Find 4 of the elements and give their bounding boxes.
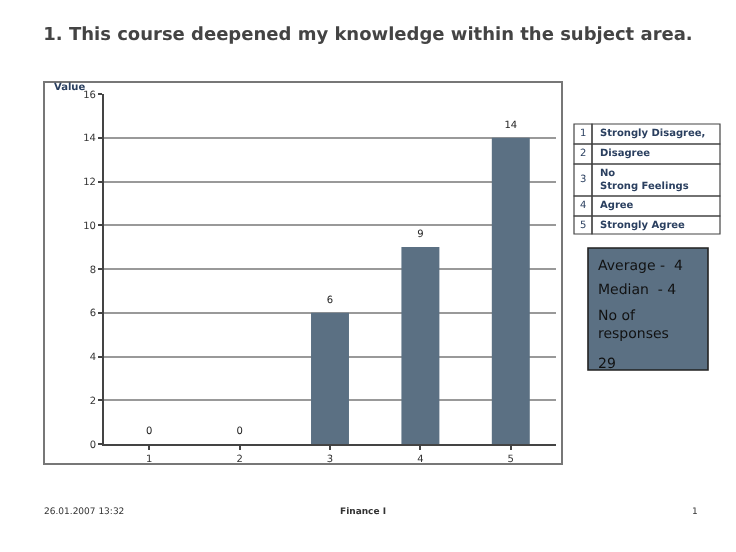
bar [401, 247, 440, 444]
bar [491, 137, 530, 444]
chart-title: 1. This course deepened my knowledge within the subject area. [43, 26, 693, 47]
bar [311, 312, 349, 444]
